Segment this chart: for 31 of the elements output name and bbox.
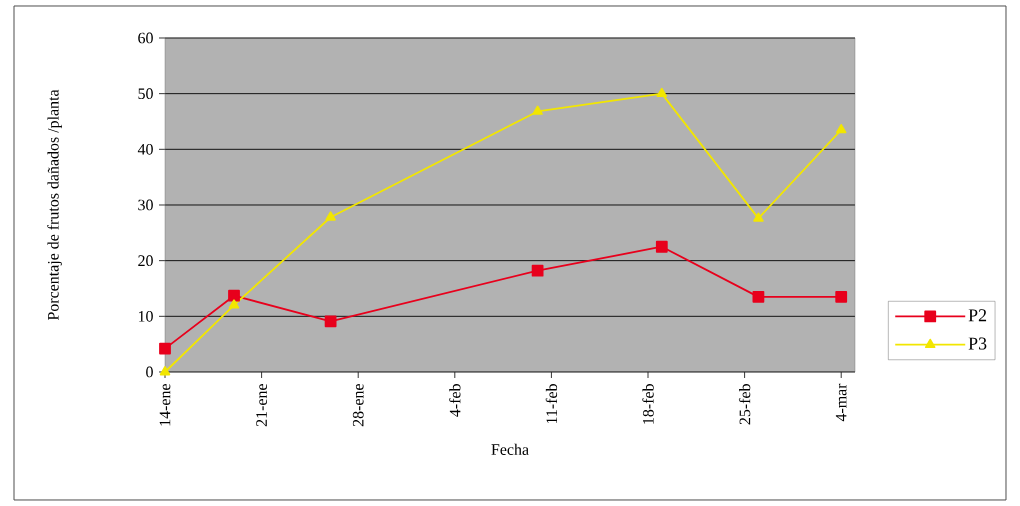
x-tick-label: 21-ene	[256, 384, 267, 427]
legend-label: P2	[968, 309, 987, 322]
point	[531, 264, 544, 277]
x-tick-label: 4-mar	[835, 383, 847, 422]
point	[753, 212, 764, 222]
x-tick-label: 18-feb	[642, 384, 654, 424]
point	[228, 289, 240, 302]
y-tick-label: 60	[138, 32, 153, 44]
x-axis-title: Fecha	[491, 443, 529, 455]
point	[228, 299, 240, 309]
y-tick-label: 10	[138, 310, 153, 322]
y-tick-label: 30	[138, 199, 153, 211]
y-axis-title: Porcentaje de frutos dañados /planta	[47, 89, 62, 321]
x-tick-label: 14-ene	[159, 384, 171, 426]
point	[324, 315, 337, 328]
legend-label: P3	[968, 337, 987, 350]
point	[532, 105, 543, 115]
y-tick-label: 40	[137, 143, 153, 155]
y-tick-label: 0	[146, 366, 153, 378]
point	[656, 87, 668, 98]
point	[655, 240, 668, 253]
x-tick-label: 25-feb	[738, 384, 751, 425]
x-tick-label: 11-feb	[545, 384, 558, 424]
point	[159, 366, 171, 376]
point	[325, 211, 336, 221]
point	[752, 290, 765, 303]
x-tick-label: 4-feb	[449, 384, 461, 417]
point	[159, 342, 171, 355]
y-tick-label: 50	[138, 88, 153, 100]
x-tick-label: 28-ene	[352, 384, 364, 427]
y-tick-label: 20	[138, 255, 153, 267]
